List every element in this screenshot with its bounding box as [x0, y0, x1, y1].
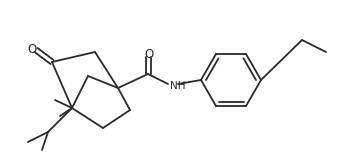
- Text: O: O: [144, 47, 154, 61]
- Text: NH: NH: [170, 81, 185, 91]
- Text: O: O: [27, 43, 37, 56]
